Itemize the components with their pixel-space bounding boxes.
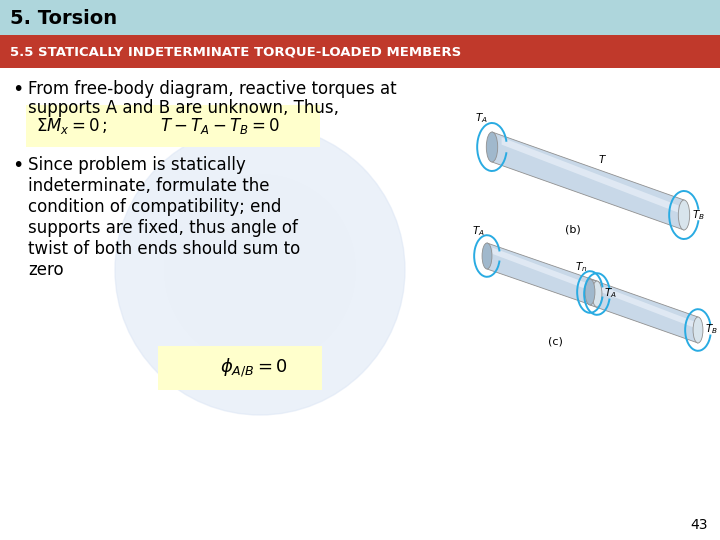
Polygon shape (590, 279, 698, 343)
FancyBboxPatch shape (26, 105, 320, 147)
Text: $T$: $T$ (598, 153, 607, 165)
Text: $T_B$: $T_B$ (692, 208, 705, 222)
Text: From free-body diagram, reactive torques at: From free-body diagram, reactive torques… (28, 80, 397, 98)
Text: •: • (12, 80, 23, 99)
Circle shape (165, 175, 355, 365)
Text: (c): (c) (548, 336, 563, 346)
FancyBboxPatch shape (158, 346, 322, 390)
Text: 5.5 STATICALLY INDETERMINATE TORQUE-LOADED MEMBERS: 5.5 STATICALLY INDETERMINATE TORQUE-LOAD… (10, 45, 462, 58)
Text: (b): (b) (565, 224, 581, 234)
Polygon shape (502, 137, 678, 213)
Text: indeterminate, formulate the: indeterminate, formulate the (28, 177, 269, 195)
Text: $T_A$: $T_A$ (475, 111, 487, 125)
Polygon shape (487, 243, 597, 307)
Text: twist of both ends should sum to: twist of both ends should sum to (28, 240, 300, 258)
Text: condition of compatibility; end: condition of compatibility; end (28, 198, 282, 216)
Polygon shape (595, 284, 695, 328)
Text: zero: zero (28, 261, 63, 279)
Text: 43: 43 (690, 518, 708, 532)
Ellipse shape (678, 200, 690, 230)
FancyBboxPatch shape (0, 0, 720, 35)
Ellipse shape (693, 317, 703, 343)
Text: $\Sigma M_x = 0\,;$: $\Sigma M_x = 0\,;$ (36, 116, 108, 136)
FancyBboxPatch shape (0, 35, 720, 68)
Ellipse shape (592, 281, 602, 307)
Text: $\phi_{A/B} = 0$: $\phi_{A/B} = 0$ (220, 357, 288, 379)
Text: $T - T_A - T_B = 0$: $T - T_A - T_B = 0$ (160, 116, 280, 136)
Text: $T_n$: $T_n$ (575, 260, 588, 274)
Ellipse shape (585, 279, 595, 305)
Polygon shape (492, 248, 594, 292)
Ellipse shape (486, 132, 498, 162)
Text: Since problem is statically: Since problem is statically (28, 156, 246, 174)
Text: 5. Torsion: 5. Torsion (10, 9, 117, 28)
Text: $T_A$: $T_A$ (472, 224, 485, 238)
Text: supports are fixed, thus angle of: supports are fixed, thus angle of (28, 219, 298, 237)
Text: •: • (12, 156, 23, 175)
Polygon shape (492, 132, 684, 230)
Circle shape (115, 125, 405, 415)
Ellipse shape (482, 243, 492, 269)
Text: $T_A$: $T_A$ (604, 287, 617, 300)
Text: $T_B$: $T_B$ (705, 322, 718, 336)
Text: supports A and B are unknown, Thus,: supports A and B are unknown, Thus, (28, 99, 339, 117)
